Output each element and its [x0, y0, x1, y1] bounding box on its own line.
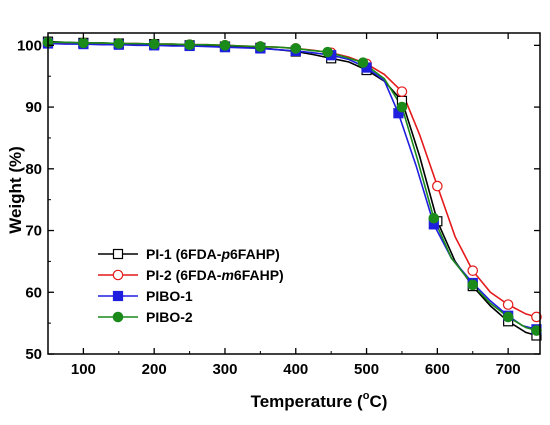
series-4-line [48, 41, 537, 332]
x-tick-label: 100 [71, 361, 96, 378]
x-axis-title-superscript: o [363, 390, 370, 402]
y-tick-label: 90 [25, 99, 42, 116]
legend-label: PIBO-1 [146, 288, 193, 304]
series-4-point [148, 38, 160, 50]
y-axis-title: Weight (%) [6, 146, 25, 234]
legend-label: PI-2 (6FDA-m6FAHP) [146, 267, 284, 283]
legend-marker [112, 311, 124, 323]
series-4-point [502, 311, 514, 323]
series-4-point [322, 46, 333, 58]
series-4-point [219, 40, 231, 51]
y-tick-label: 80 [25, 161, 42, 178]
series-4-point [184, 39, 195, 51]
x-tick-label: 700 [496, 361, 521, 378]
x-axis-title-main: Temperature ( [251, 392, 363, 411]
series-2-point [531, 311, 542, 323]
legend: PI-1 (6FDA-p6FAHP) PI-2 (6FDA-m6FAHP) PIBO… [98, 246, 284, 325]
series-4-point [255, 41, 266, 52]
series-4-point [531, 325, 542, 336]
series-2-point [396, 86, 408, 97]
series-4-point [78, 37, 89, 49]
x-tick-label: 200 [142, 361, 167, 378]
legend-label: PI-1 (6FDA-p6FAHP) [146, 246, 280, 262]
legend-marker [112, 248, 124, 260]
series-3-line [47, 42, 537, 331]
series-4-point [357, 57, 369, 68]
x-tick-label: 500 [354, 361, 379, 378]
y-tick-label: 60 [25, 284, 42, 301]
series-2-point [432, 180, 443, 192]
legend-label: PIBO-2 [146, 309, 193, 325]
plot-area [42, 36, 542, 341]
x-axis-title: Temperature (oC) [251, 390, 388, 411]
x-tick-label: 300 [212, 361, 237, 378]
series-4-point [113, 38, 125, 49]
y-tick-label: 100 [17, 37, 42, 54]
y-tick-label: 50 [25, 346, 42, 363]
series-4-point [290, 43, 302, 54]
legend-marker [112, 269, 124, 281]
x-tick-label: 600 [425, 361, 450, 378]
y-tick-label: 70 [25, 223, 42, 240]
series-4-point [428, 212, 440, 224]
plot-frame [47, 32, 541, 355]
series-4-point [467, 279, 479, 291]
axes: 100 200 300 400 500 600 700 50 60 70 80 90 100 [17, 32, 541, 378]
series-2-point [467, 265, 479, 276]
series-4-point [396, 101, 408, 113]
series-2-point [502, 299, 514, 310]
x-axis-title-tail: C) [369, 392, 387, 411]
legend-marker [112, 290, 124, 302]
x-tick-label: 400 [283, 361, 308, 378]
